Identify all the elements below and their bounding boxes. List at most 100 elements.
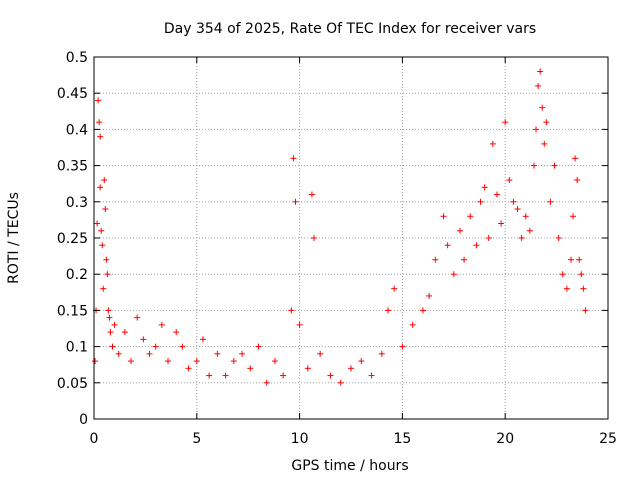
- data-point: [296, 321, 303, 328]
- data-point: [572, 155, 579, 162]
- y-tick-label: 0.25: [57, 231, 88, 247]
- data-point: [98, 227, 105, 234]
- data-point: [547, 198, 554, 205]
- axis-ticks: 0 5 10 15 20 25 0 0.05 0.1 0.15 0.2 0.25 0.3 0.35 0.4 0…: [57, 50, 617, 447]
- data-point: [158, 321, 165, 328]
- x-tick-label: 5: [192, 431, 201, 447]
- y-tick-label: 0.4: [66, 122, 88, 138]
- data-point: [288, 307, 295, 314]
- data-point: [461, 256, 468, 263]
- data-point: [230, 358, 237, 365]
- data-point: [582, 307, 589, 314]
- data-point: [99, 242, 106, 249]
- data-point: [247, 365, 254, 372]
- y-tick-label: 0.15: [57, 303, 88, 319]
- data-point: [310, 235, 317, 241]
- data-point: [530, 162, 537, 169]
- data-point: [100, 285, 107, 292]
- data-point: [193, 358, 200, 365]
- data-point: [551, 162, 558, 169]
- data-point: [199, 336, 206, 343]
- data-point: [255, 343, 262, 350]
- data-point: [94, 220, 101, 227]
- data-point: [489, 140, 496, 147]
- x-tick-label: 10: [291, 431, 309, 447]
- data-point: [570, 213, 577, 220]
- data-point: [101, 177, 108, 184]
- data-point: [567, 256, 574, 263]
- data-point: [239, 350, 246, 357]
- data-point: [543, 119, 550, 126]
- data-point: [104, 271, 111, 278]
- data-point: [134, 314, 141, 321]
- data-point: [473, 242, 480, 249]
- data-point: [348, 365, 354, 372]
- data-point: [432, 256, 439, 263]
- data-point: [391, 285, 398, 292]
- data-point: [385, 307, 392, 314]
- data-point: [317, 350, 324, 357]
- data-point: [450, 271, 457, 278]
- data-point: [485, 235, 492, 241]
- data-point: [115, 350, 122, 357]
- y-tick-label: 0.05: [57, 376, 88, 392]
- data-point: [109, 343, 116, 350]
- data-point: [409, 321, 416, 328]
- data-point: [222, 372, 229, 379]
- data-point: [106, 314, 113, 321]
- data-point: [95, 97, 102, 104]
- data-point: [467, 213, 474, 220]
- data-point: [514, 206, 521, 213]
- y-tick-label: 0.1: [66, 340, 88, 356]
- x-tick-label: 25: [599, 431, 617, 447]
- data-point: [96, 119, 103, 126]
- data-point: [179, 343, 186, 350]
- data-point: [152, 343, 159, 350]
- data-point: [456, 227, 463, 234]
- data-point: [481, 184, 488, 191]
- data-point: [121, 329, 128, 336]
- data-point: [559, 271, 566, 278]
- y-tick-label: 0.3: [66, 195, 88, 211]
- x-tick-label: 15: [393, 431, 411, 447]
- y-tick-label: 0.2: [66, 267, 88, 283]
- data-point: [493, 191, 500, 198]
- y-tick-label: 0.5: [66, 50, 88, 66]
- y-axis-label: ROTI / TECUs: [6, 192, 22, 284]
- data-point: [165, 358, 172, 365]
- data-point: [537, 68, 544, 75]
- data-point: [214, 350, 221, 357]
- chart-title: Day 354 of 2025, Rate Of TEC Index for r…: [164, 21, 536, 37]
- data-point: [206, 372, 213, 379]
- data-point: [580, 285, 587, 292]
- data-point: [576, 256, 583, 263]
- data-point: [111, 321, 118, 328]
- data-point: [426, 292, 433, 299]
- x-axis-label: GPS time / hours: [291, 458, 408, 474]
- y-tick-label: 0: [79, 412, 88, 428]
- data-point: [263, 379, 270, 386]
- data-point: [522, 213, 529, 220]
- data-point: [444, 242, 451, 249]
- data-point: [271, 358, 278, 365]
- data-point: [477, 198, 484, 205]
- data-point: [280, 372, 287, 379]
- data-point: [535, 82, 542, 89]
- data-point: [555, 235, 562, 241]
- data-point: [105, 307, 112, 314]
- y-tick-label: 0.45: [57, 86, 88, 102]
- data-point: [102, 206, 109, 213]
- data-point: [327, 372, 334, 379]
- data-point: [107, 329, 114, 336]
- data-point: [290, 155, 297, 162]
- data-point: [539, 104, 546, 111]
- x-tick-label: 0: [90, 431, 99, 447]
- data-point: [128, 358, 135, 365]
- data-point: [337, 379, 344, 386]
- data-point: [92, 358, 99, 365]
- data-point: [368, 372, 375, 379]
- data-point: [574, 177, 581, 184]
- data-point: [378, 350, 385, 357]
- data-point: [510, 198, 517, 205]
